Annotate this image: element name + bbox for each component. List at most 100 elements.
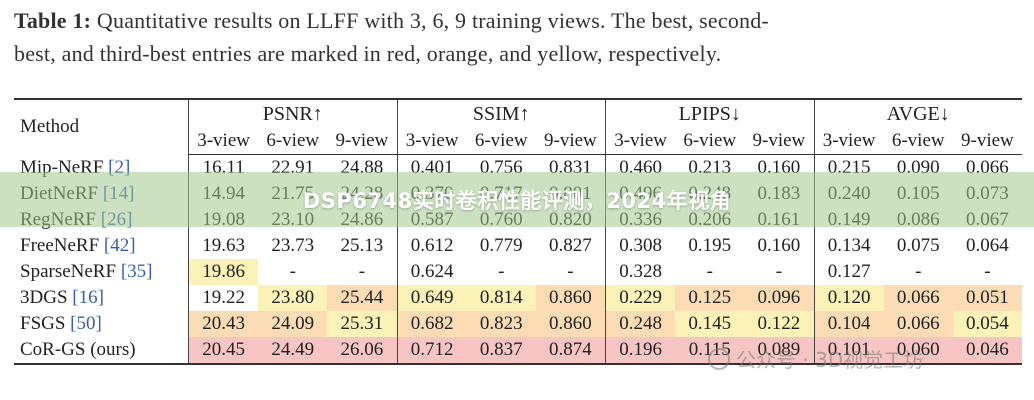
citation-link[interactable]: [50] xyxy=(70,313,102,334)
value-cell: 0.624 xyxy=(396,259,467,285)
method-cell: 3DGS [16] xyxy=(14,285,189,311)
value-cell: 0.308 xyxy=(605,233,676,259)
value-cell: 25.44 xyxy=(327,285,397,311)
value-cell: 0.682 xyxy=(396,311,467,337)
value-cell: - xyxy=(289,261,296,282)
method-cell: CoR-GS (ours) xyxy=(14,337,189,364)
watermark-text: 公众号 · 3D视觉工坊 xyxy=(736,348,924,372)
caption-label: Table 1: xyxy=(14,8,92,33)
value-cell: 23.80 xyxy=(258,285,328,311)
value-cell: - xyxy=(498,261,505,282)
value-cell: 25.13 xyxy=(340,235,384,256)
value-cell: 0.127 xyxy=(813,259,884,285)
subheader-cell: 3-view xyxy=(813,128,884,155)
value-cell: 0.134 xyxy=(813,233,884,259)
value-cell: 0.229 xyxy=(605,285,676,311)
value-cell: 0.064 xyxy=(966,235,1009,256)
value-cell: 20.43 xyxy=(188,311,259,337)
subheader-cell: 9-view xyxy=(744,128,814,155)
value-cell: 25.31 xyxy=(327,311,397,337)
value-cell: - xyxy=(567,261,574,282)
value-cell: 0.160 xyxy=(757,235,801,256)
method-name: SparseNeRF xyxy=(20,261,121,282)
subheader-cell: 6-view xyxy=(466,128,536,155)
group-header-ssim: SSIM↑ xyxy=(396,99,606,128)
value-cell: 0.066 xyxy=(883,285,953,311)
value-cell: 0.649 xyxy=(396,285,467,311)
subheader-row: 3-view 6-view 9-view 3-view 6-view 9-view 3-vi… xyxy=(14,128,1022,155)
value-cell: 0.860 xyxy=(535,285,606,311)
citation-link[interactable]: [16] xyxy=(72,287,104,308)
citation-link[interactable]: [35] xyxy=(120,261,153,282)
value-cell: 0.860 xyxy=(535,311,606,337)
results-table: Method PSNR↑ SSIM↑ LPIPS↓ AVGE↓ 3-view 6-… xyxy=(14,98,1022,365)
subheader-cell: 9-view xyxy=(535,128,606,155)
method-cell: FreeNeRF [42] xyxy=(14,233,189,259)
value-cell: 0.104 xyxy=(813,311,884,337)
citation-link[interactable]: [42] xyxy=(103,235,136,256)
table-row: SparseNeRF [35] 19.86- -0.624- -0.328- -0.12… xyxy=(14,259,1022,285)
value-cell: 0.196 xyxy=(605,337,676,364)
method-name: 3DGS xyxy=(20,287,73,308)
value-cell: 0.101 xyxy=(813,337,884,364)
value-cell: 0.122 xyxy=(744,311,814,337)
value-cell: 0.066 xyxy=(883,311,953,337)
subheader-cell: 9-view xyxy=(327,128,397,155)
value-cell: 0.060 xyxy=(883,337,953,364)
value-cell: 19.63 xyxy=(188,233,259,259)
method-name: FreeNeRF xyxy=(20,235,104,256)
value-cell: - xyxy=(358,261,366,282)
value-cell: 19.86 xyxy=(188,259,259,285)
table-row: FSGS [50] 20.43 24.09 25.31 0.682 0.823 0.860 0… xyxy=(14,311,1022,337)
value-cell: 19.22 xyxy=(188,285,259,311)
watermark-logo-icon xyxy=(708,347,730,370)
method-header: Method xyxy=(20,116,80,138)
watermark: 公众号 · 3D视觉工坊 xyxy=(708,344,923,373)
value-cell: - xyxy=(984,261,991,282)
subheader-cell: 6-view xyxy=(258,128,328,155)
banner-text: DSP6748实时卷积性能评测，2024年视角 xyxy=(302,188,732,213)
results-table-container: Method PSNR↑ SSIM↑ LPIPS↓ AVGE↓ 3-view 6-… xyxy=(14,98,1022,365)
table-caption: Table 1: Quantitative results on LLFF wi… xyxy=(14,4,1024,70)
group-header-avge: AVGE↓ xyxy=(813,99,1022,128)
value-cell: 0.823 xyxy=(466,311,536,337)
caption-line-1: Quantitative results on LLFF with 3, 6, … xyxy=(91,8,769,33)
overlay-banner: DSP6748实时卷积性能评测，2024年视角 xyxy=(0,172,1034,227)
value-cell: 24.49 xyxy=(258,337,328,364)
value-cell: 0.115 xyxy=(675,337,745,364)
subheader-cell: 3-view xyxy=(188,128,259,155)
value-cell: 0.248 xyxy=(605,311,676,337)
group-header-psnr: PSNR↑ xyxy=(188,99,397,128)
method-cell: SparseNeRF [35] xyxy=(14,259,189,285)
value-cell: 0.328 xyxy=(605,259,676,285)
value-cell: 0.827 xyxy=(549,235,592,256)
table-row: 3DGS [16] 19.22 23.80 25.44 0.649 0.814 0.860 0… xyxy=(14,285,1022,311)
value-cell: 0.096 xyxy=(744,285,814,311)
value-cell: 0.075 xyxy=(896,235,940,256)
value-cell: 0.089 xyxy=(744,337,814,364)
value-cell: 0.874 xyxy=(535,337,606,364)
value-cell: 0.779 xyxy=(479,235,523,256)
group-header-lpips: LPIPS↓ xyxy=(605,99,814,128)
value-cell: 0.612 xyxy=(396,233,467,259)
value-cell: 0.195 xyxy=(688,235,732,256)
value-cell: 0.125 xyxy=(675,285,745,311)
value-cell: 26.06 xyxy=(327,337,397,364)
value-cell: 0.837 xyxy=(466,337,536,364)
subheader-cell: 3-view xyxy=(605,128,676,155)
value-cell: 24.09 xyxy=(258,311,328,337)
subheader-cell: 6-view xyxy=(675,128,745,155)
method-cell: FSGS [50] xyxy=(14,311,189,337)
subheader-cell: 6-view xyxy=(883,128,953,155)
subheader-cell: 9-view xyxy=(952,128,1022,155)
value-cell: 0.814 xyxy=(466,285,536,311)
value-cell: 20.45 xyxy=(188,337,259,364)
value-cell: 0.051 xyxy=(952,285,1022,311)
value-cell: 0.145 xyxy=(675,311,745,337)
value-cell: 0.054 xyxy=(952,311,1022,337)
value-cell: - xyxy=(706,261,713,282)
value-cell: 0.046 xyxy=(952,337,1022,364)
value-cell: 0.712 xyxy=(396,337,467,364)
value-cell: - xyxy=(915,261,922,282)
method-name: FSGS xyxy=(20,313,71,334)
